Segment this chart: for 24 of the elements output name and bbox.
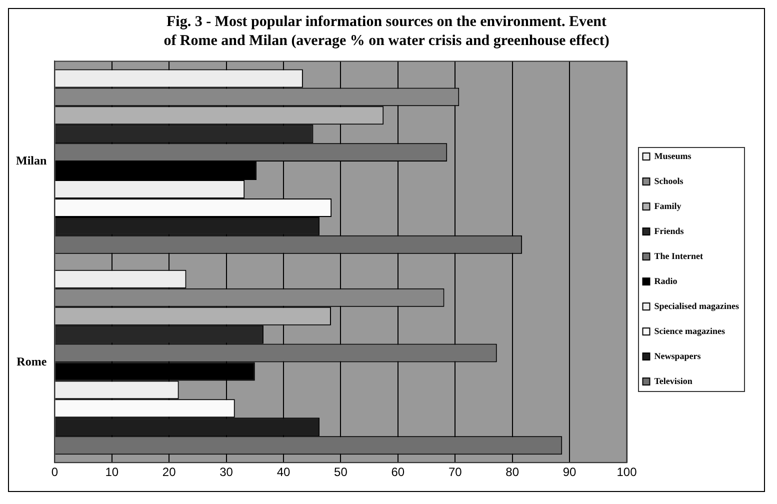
legend-label: Schools bbox=[654, 176, 684, 186]
x-tick-label: 50 bbox=[334, 465, 348, 480]
y-tick-label: Rome bbox=[16, 354, 48, 368]
x-tick-label: 30 bbox=[220, 465, 234, 480]
legend-label: Radio bbox=[654, 276, 678, 286]
legend-label: Family bbox=[654, 200, 682, 211]
legend-label: Newspapers bbox=[654, 350, 702, 361]
x-tick-label: 40 bbox=[276, 465, 290, 480]
legend-label: Science magazines bbox=[654, 326, 726, 336]
x-tick-label: 0 bbox=[51, 465, 58, 480]
legend-label: Specialised magazines bbox=[654, 300, 740, 311]
x-tick-label: 20 bbox=[162, 465, 176, 480]
x-tick-label: 70 bbox=[448, 465, 462, 480]
x-tick-label: 10 bbox=[105, 465, 119, 480]
x-tick-label: 80 bbox=[506, 465, 520, 480]
legend-label: Friends bbox=[654, 226, 684, 236]
legend-label: Museums bbox=[654, 150, 692, 161]
legend-label: Television bbox=[654, 376, 692, 386]
y-tick-label: Milan bbox=[16, 154, 47, 168]
x-tick-label: 90 bbox=[562, 465, 577, 480]
chart-title: Fig. 3 - Most popular information sources on the environment. Event of Rome and Milan (average % on water crisis and greenhouse effect) bbox=[162, 13, 610, 51]
x-tick-label: 100 bbox=[616, 465, 638, 480]
x-tick-label: 60 bbox=[391, 465, 405, 480]
legend-label: The Internet bbox=[654, 250, 703, 261]
